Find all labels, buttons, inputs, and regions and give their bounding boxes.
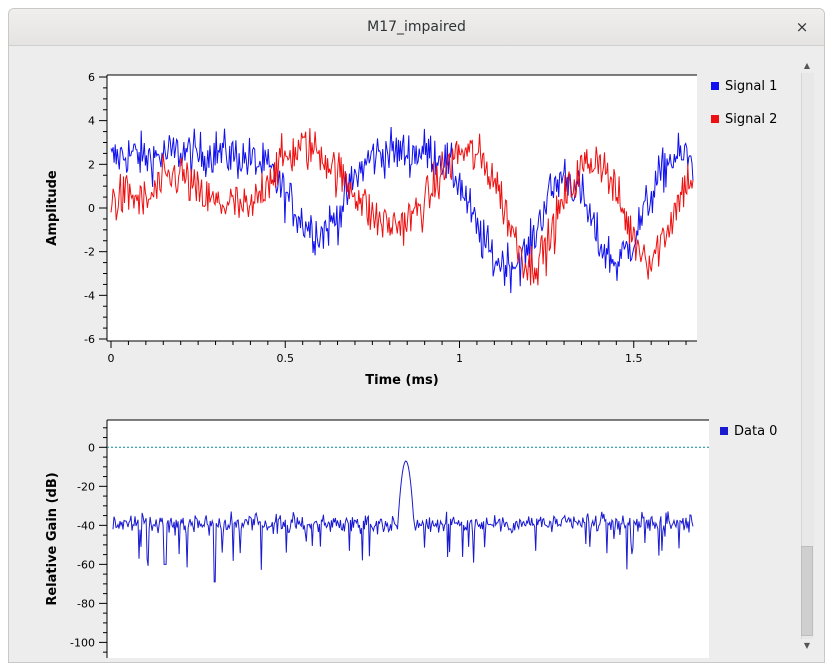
chart1-y-tick-label: -4	[84, 289, 95, 302]
scroll-down-icon[interactable]: ▼	[803, 641, 811, 650]
vertical-scrollbar[interactable]: ▲ ▼	[800, 59, 814, 653]
chart2-y-tick-label: 0	[88, 441, 95, 454]
chart1-y-tick-label: -2	[84, 246, 95, 259]
chart1-y-tick-label: 0	[88, 202, 95, 215]
scroll-up-icon[interactable]: ▲	[803, 61, 811, 70]
chart1-y-tick-label: 6	[88, 71, 95, 84]
scrollbar-track[interactable]	[801, 73, 814, 639]
chart1-x-tick-label: 1.5	[625, 352, 643, 365]
chart2-y-axis-label: Relative Gain (dB)	[45, 472, 60, 605]
chart1-y-tick-label: 2	[88, 158, 95, 171]
chart2-y-tick-label: -100	[70, 636, 95, 649]
window-title: M17_impaired	[367, 19, 466, 35]
chart1-plot-background	[107, 75, 697, 341]
chart2-series-line	[112, 460, 694, 583]
chart1-legend-swatch	[711, 115, 719, 123]
chart2-y-tick-label: -20	[77, 480, 95, 493]
chart1-y-tick-label: 4	[88, 115, 95, 128]
plot-area: -6 -4 -2 0 2 4 6 0 0.5 1 1.5 Time (ms) Amplitude Sign…	[9, 46, 824, 662]
chart1-x-tick-label: 0	[108, 352, 115, 365]
chart1-series-line	[110, 128, 694, 286]
scrollbar-thumb[interactable]	[801, 546, 813, 636]
chart1-legend-label: Signal 2	[725, 112, 777, 127]
chart1-y-tick-label: -6	[84, 333, 95, 346]
chart2-y-tick-label: -40	[77, 519, 95, 532]
chart1-x-tick-label: 0.5	[277, 352, 295, 365]
chart1-series-line	[110, 126, 694, 294]
chart1-legend-label: Signal 1	[725, 79, 777, 94]
chart1-x-axis-label: Time (ms)	[365, 373, 438, 388]
close-icon[interactable]: ×	[795, 18, 809, 36]
app-window: M17_impaired × -6 -4 -2 0 2 4 6 0 0.5 1 1.5 Time (m…	[8, 8, 825, 663]
chart2-y-tick-label: -60	[77, 558, 95, 571]
chart2-legend-swatch	[720, 427, 728, 435]
chart2-y-tick-label: -80	[77, 597, 95, 610]
chart2-legend-label: Data 0	[734, 424, 777, 439]
chart1-legend-swatch	[711, 82, 719, 90]
chart1-x-tick-label: 1	[456, 352, 463, 365]
chart2-plot-background	[107, 420, 709, 658]
chart1-y-axis-label: Amplitude	[45, 170, 60, 246]
title-bar[interactable]: M17_impaired ×	[9, 9, 824, 46]
